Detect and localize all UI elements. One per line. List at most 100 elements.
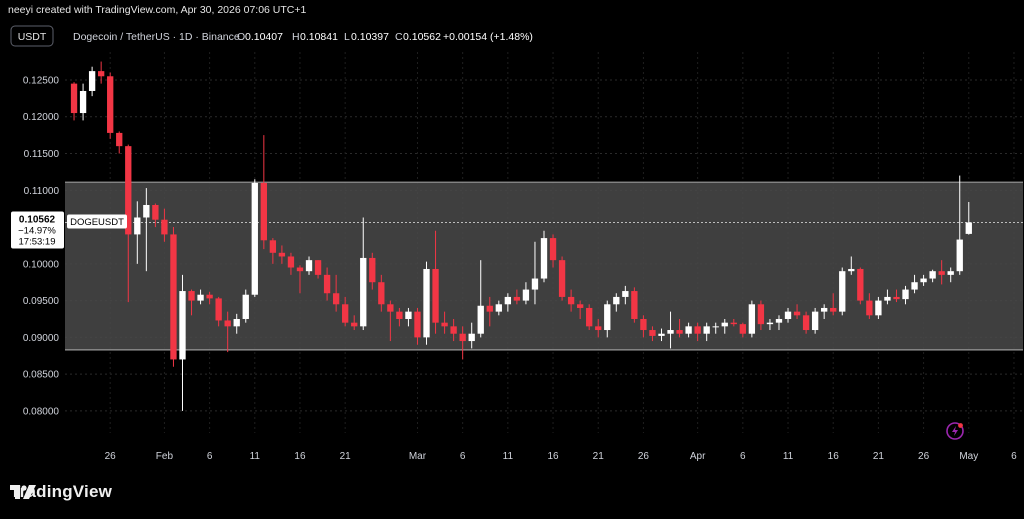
- candle-body: [694, 326, 701, 334]
- marker-price: 0.10562: [19, 214, 56, 225]
- candle-up: [848, 256, 855, 275]
- candle-body: [667, 330, 674, 334]
- candle-up: [143, 188, 150, 272]
- candle-body: [920, 278, 927, 283]
- currency-badge[interactable]: USDT: [10, 25, 54, 47]
- candle-body: [640, 318, 647, 331]
- candle-body: [332, 293, 340, 305]
- candle-down: [567, 289, 575, 312]
- candle-up: [884, 289, 891, 305]
- candle-body: [152, 204, 159, 220]
- candle-body: [161, 219, 168, 235]
- candle-down: [161, 208, 168, 242]
- marker-symbol: DOGEUSDT: [70, 217, 124, 228]
- candle-body: [179, 291, 186, 360]
- candle-body: [631, 291, 638, 319]
- candle-up: [784, 307, 792, 323]
- candle-up: [775, 315, 783, 331]
- candle-up: [703, 322, 710, 342]
- candle-body: [143, 204, 150, 218]
- candle-body: [821, 307, 828, 312]
- candle-up: [956, 175, 963, 275]
- candle-down: [549, 234, 557, 268]
- current-price-marker: 0.10562 −14.97% 17:53:19 DOGEUSDT: [11, 211, 127, 249]
- candle-body: [558, 260, 566, 297]
- candle-body: [450, 326, 457, 334]
- candle-body: [956, 239, 963, 272]
- candle-body: [802, 315, 810, 331]
- candle-body: [929, 271, 936, 279]
- candle-down: [676, 318, 683, 338]
- y-tick-label: 0.10000: [23, 259, 60, 270]
- candle-body: [323, 274, 331, 294]
- candle-body: [287, 256, 295, 268]
- x-tick-label: 11: [783, 451, 794, 462]
- currency-badge-label: USDT: [18, 31, 47, 43]
- candle-up: [79, 83, 87, 121]
- candle-body: [757, 304, 765, 325]
- candle-down: [486, 296, 493, 327]
- candle-up: [405, 307, 412, 327]
- x-tick-label: 6: [740, 451, 746, 462]
- candle-down: [215, 296, 222, 327]
- candle-down: [287, 252, 295, 275]
- candle-body: [107, 76, 114, 133]
- candle-down: [432, 230, 439, 334]
- candle-up: [920, 274, 927, 286]
- x-tick-label: 21: [340, 451, 352, 462]
- x-tick-label: 26: [105, 451, 117, 462]
- candle-body: [549, 238, 557, 261]
- x-tick-label: Apr: [690, 451, 706, 462]
- candle-up: [88, 66, 96, 97]
- candle-body: [477, 305, 484, 334]
- candle-up: [685, 322, 692, 338]
- candle-body: [848, 268, 855, 272]
- candle-body: [351, 322, 358, 327]
- candle-up: [947, 267, 954, 283]
- candle-down: [396, 307, 403, 327]
- candle-up: [179, 274, 186, 411]
- candle-body: [342, 304, 349, 323]
- y-tick-label: 0.09500: [23, 296, 60, 307]
- candle-up: [667, 311, 674, 349]
- candle-down: [97, 61, 105, 84]
- symbol-title[interactable]: Dogecoin / TetherUS · 1D · Binance: [73, 31, 240, 43]
- price-chart[interactable]: 0.08000 0.08500 0.09000 0.09500 0.10000 0.105…: [10, 22, 1023, 469]
- candle-down: [640, 315, 647, 338]
- candle-down: [170, 227, 177, 367]
- candle-down: [152, 203, 159, 228]
- candle-down: [260, 135, 267, 250]
- candle-body: [360, 257, 367, 327]
- candle-body: [278, 252, 286, 257]
- candle-body: [504, 296, 512, 305]
- candle-down: [730, 318, 737, 327]
- candle-down: [351, 315, 358, 331]
- chart-header: neeyi created with TradingView.com, Apr …: [0, 0, 1024, 22]
- x-tick-label: 26: [638, 451, 650, 462]
- candle-body: [79, 90, 87, 114]
- candle-body: [622, 291, 629, 297]
- candle-body: [685, 326, 692, 334]
- candle-up: [540, 230, 548, 283]
- candle-body: [296, 267, 304, 272]
- chart-panel[interactable]: 0.08000 0.08500 0.09000 0.09500 0.10000 0.105…: [10, 22, 1023, 469]
- candle-body: [378, 282, 385, 305]
- candle-body: [224, 320, 231, 327]
- x-tick-label: May: [959, 451, 978, 462]
- lightning-icon[interactable]: [946, 422, 964, 440]
- candle-up: [134, 201, 141, 264]
- candle-body: [97, 71, 105, 77]
- marker-countdown: 17:53:19: [19, 236, 56, 247]
- candle-up: [468, 322, 475, 349]
- candle-body: [432, 268, 439, 323]
- candle-down: [866, 293, 873, 319]
- candle-down: [586, 304, 593, 331]
- marker-change: −14.97%: [18, 225, 56, 236]
- tradingview-logo[interactable]: TradingView: [10, 482, 112, 502]
- ohlc-close-label: C: [395, 31, 403, 43]
- candle-body: [314, 260, 322, 275]
- candle-body: [649, 330, 656, 336]
- x-tick-label: 21: [593, 451, 605, 462]
- candle-body: [414, 311, 421, 338]
- candle-down: [323, 267, 331, 301]
